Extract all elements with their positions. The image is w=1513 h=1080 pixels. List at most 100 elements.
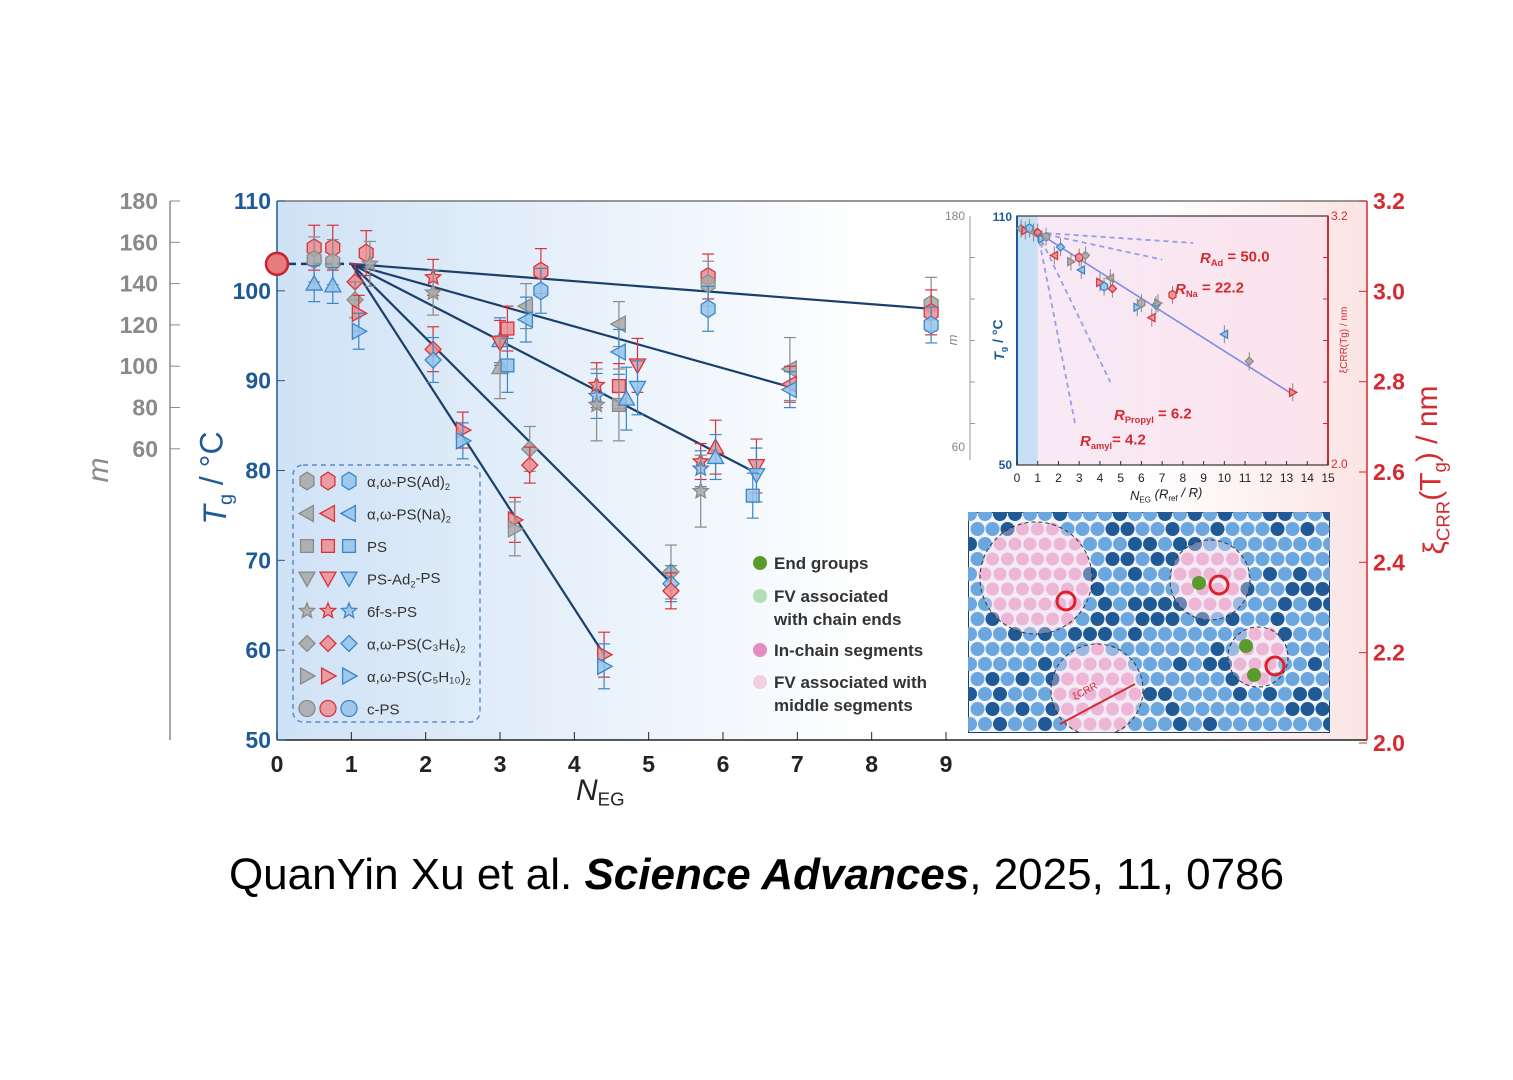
- inset-data-point: [1154, 294, 1164, 313]
- inset-tg-label: Tg / °C: [989, 319, 1008, 360]
- tri-up-marker: [617, 389, 636, 406]
- tri-left-legend-marker: [318, 504, 336, 523]
- segment-circle-blue: [1128, 597, 1142, 611]
- segment-circle-blue: [1210, 642, 1225, 656]
- segment-circle-pink: [1008, 537, 1022, 551]
- segment-circle-blue: [1308, 717, 1322, 731]
- legend-label: α,ω-PS(C₅H₁₀)2: [367, 669, 471, 687]
- x-tick-label: 1: [345, 751, 358, 777]
- segment-circle-blue: [1173, 687, 1187, 701]
- segment-circle-blue: [1180, 612, 1195, 626]
- segment-circle-blue: [1315, 702, 1330, 716]
- segment-circle-blue: [1233, 687, 1247, 701]
- legend-label: PS: [367, 539, 387, 556]
- segment-circle-blue: [1188, 717, 1202, 731]
- tri-left-marker: [780, 359, 797, 379]
- segment-circle-blue: [1008, 687, 1022, 701]
- segment-circle-blue: [1323, 597, 1330, 611]
- segment-circle-blue: [1285, 612, 1300, 626]
- segment-circle-blue: [993, 687, 1007, 701]
- tri-up-marker: [706, 447, 725, 465]
- segment-circle-blue: [1128, 717, 1142, 731]
- label-part: amyl: [1091, 441, 1112, 451]
- segment-circle-pink: [1181, 582, 1194, 596]
- segment-circle-pink: [1076, 672, 1089, 686]
- inset-marker: [1154, 298, 1164, 309]
- inset-x-tick-label: 14: [1301, 471, 1315, 485]
- xi-tick-label: 2.0: [1373, 730, 1405, 756]
- segment-circle-pink: [1046, 582, 1059, 596]
- x-axis-label: NEG: [576, 774, 625, 810]
- tri-down-marker: [628, 380, 647, 398]
- data-point: [360, 240, 380, 287]
- tri-left-legend-marker: [297, 504, 315, 523]
- segment-circle-blue: [1135, 672, 1150, 686]
- inset-m-tick-label: 60: [952, 440, 966, 454]
- segment-circle-pink: [1083, 717, 1097, 731]
- crr-region: [1050, 643, 1144, 733]
- segment-circle-blue: [1225, 522, 1240, 536]
- fit-line: [350, 262, 761, 476]
- segment-circle-blue: [1128, 567, 1142, 581]
- segment-circle-blue: [1083, 537, 1097, 551]
- segment-circle-blue: [1308, 567, 1322, 581]
- m-tick-label: 60: [132, 436, 158, 462]
- inset-marker: [1055, 242, 1066, 253]
- segment-circle-blue: [978, 687, 992, 701]
- tg-tick-label: 60: [245, 637, 271, 663]
- segment-circle-blue: [1165, 552, 1180, 566]
- segment-circle-blue: [1075, 612, 1090, 626]
- m-tick-label: 120: [120, 312, 158, 338]
- region-legend-label: FV associated with: [774, 673, 927, 692]
- segment-circle-blue: [1038, 512, 1052, 521]
- segment-circle-pink: [1001, 552, 1014, 566]
- segment-circle-blue: [1128, 537, 1142, 551]
- diamond-legend-marker: [298, 634, 316, 653]
- inset-marker: [1080, 250, 1091, 261]
- segment-circle-pink: [1038, 597, 1052, 611]
- segment-circle-blue: [1098, 512, 1112, 521]
- label-part: g: [215, 494, 237, 505]
- segment-circle-blue: [1323, 567, 1330, 581]
- segment-circle-blue: [1090, 522, 1105, 536]
- segment-circle-pink: [1211, 552, 1224, 566]
- segment-circle-blue: [970, 702, 985, 716]
- data-point: [700, 285, 716, 332]
- xi-tick-label: 2.2: [1373, 640, 1405, 666]
- diamond-marker: [662, 581, 680, 600]
- label-part: (R: [1151, 487, 1168, 502]
- segment-circle-blue: [1098, 537, 1112, 551]
- segment-circle-blue: [1068, 512, 1082, 521]
- citation-details: , 2025, 11, 0786: [969, 850, 1285, 899]
- label-part: R: [1175, 281, 1186, 298]
- label-part: R: [1200, 250, 1211, 267]
- inset-marker: [1244, 356, 1255, 367]
- inset-x-tick-label: 4: [1097, 471, 1104, 485]
- segment-circle-pink: [1068, 687, 1082, 701]
- hexagon-marker: [533, 281, 549, 301]
- segment-circle-blue: [1278, 717, 1292, 731]
- star-legend-marker: [339, 601, 359, 619]
- segment-circle-pink: [1068, 717, 1082, 731]
- tri-right-marker: [597, 657, 614, 676]
- segment-circle-blue: [1105, 642, 1120, 656]
- inset-x-tick-label: 9: [1200, 471, 1207, 485]
- segment-circle-pink: [1038, 567, 1052, 581]
- segment-circle-blue: [968, 567, 977, 581]
- inset-marker: [1137, 297, 1146, 309]
- segment-circle-blue: [1173, 597, 1187, 611]
- inset-x-tick-label: 2: [1055, 471, 1062, 485]
- segment-circle-blue: [1120, 582, 1135, 596]
- segment-circle-blue: [1113, 627, 1127, 641]
- legend-label: α,ω-PS(Na)2: [367, 507, 451, 525]
- data-point: [500, 337, 515, 393]
- inset-data-point: [1080, 246, 1091, 265]
- label-part: / °C: [193, 431, 229, 494]
- inset-x-tick-label: 11: [1239, 471, 1252, 485]
- segment-circle-blue: [1323, 657, 1330, 671]
- inset-x-tick-label: 0: [1014, 471, 1021, 485]
- inset-x-tick-label: 6: [1138, 471, 1145, 485]
- inset-tg-tick-label: 50: [999, 458, 1013, 472]
- segment-circle-blue: [1233, 597, 1247, 611]
- segment-circle-blue: [968, 537, 977, 551]
